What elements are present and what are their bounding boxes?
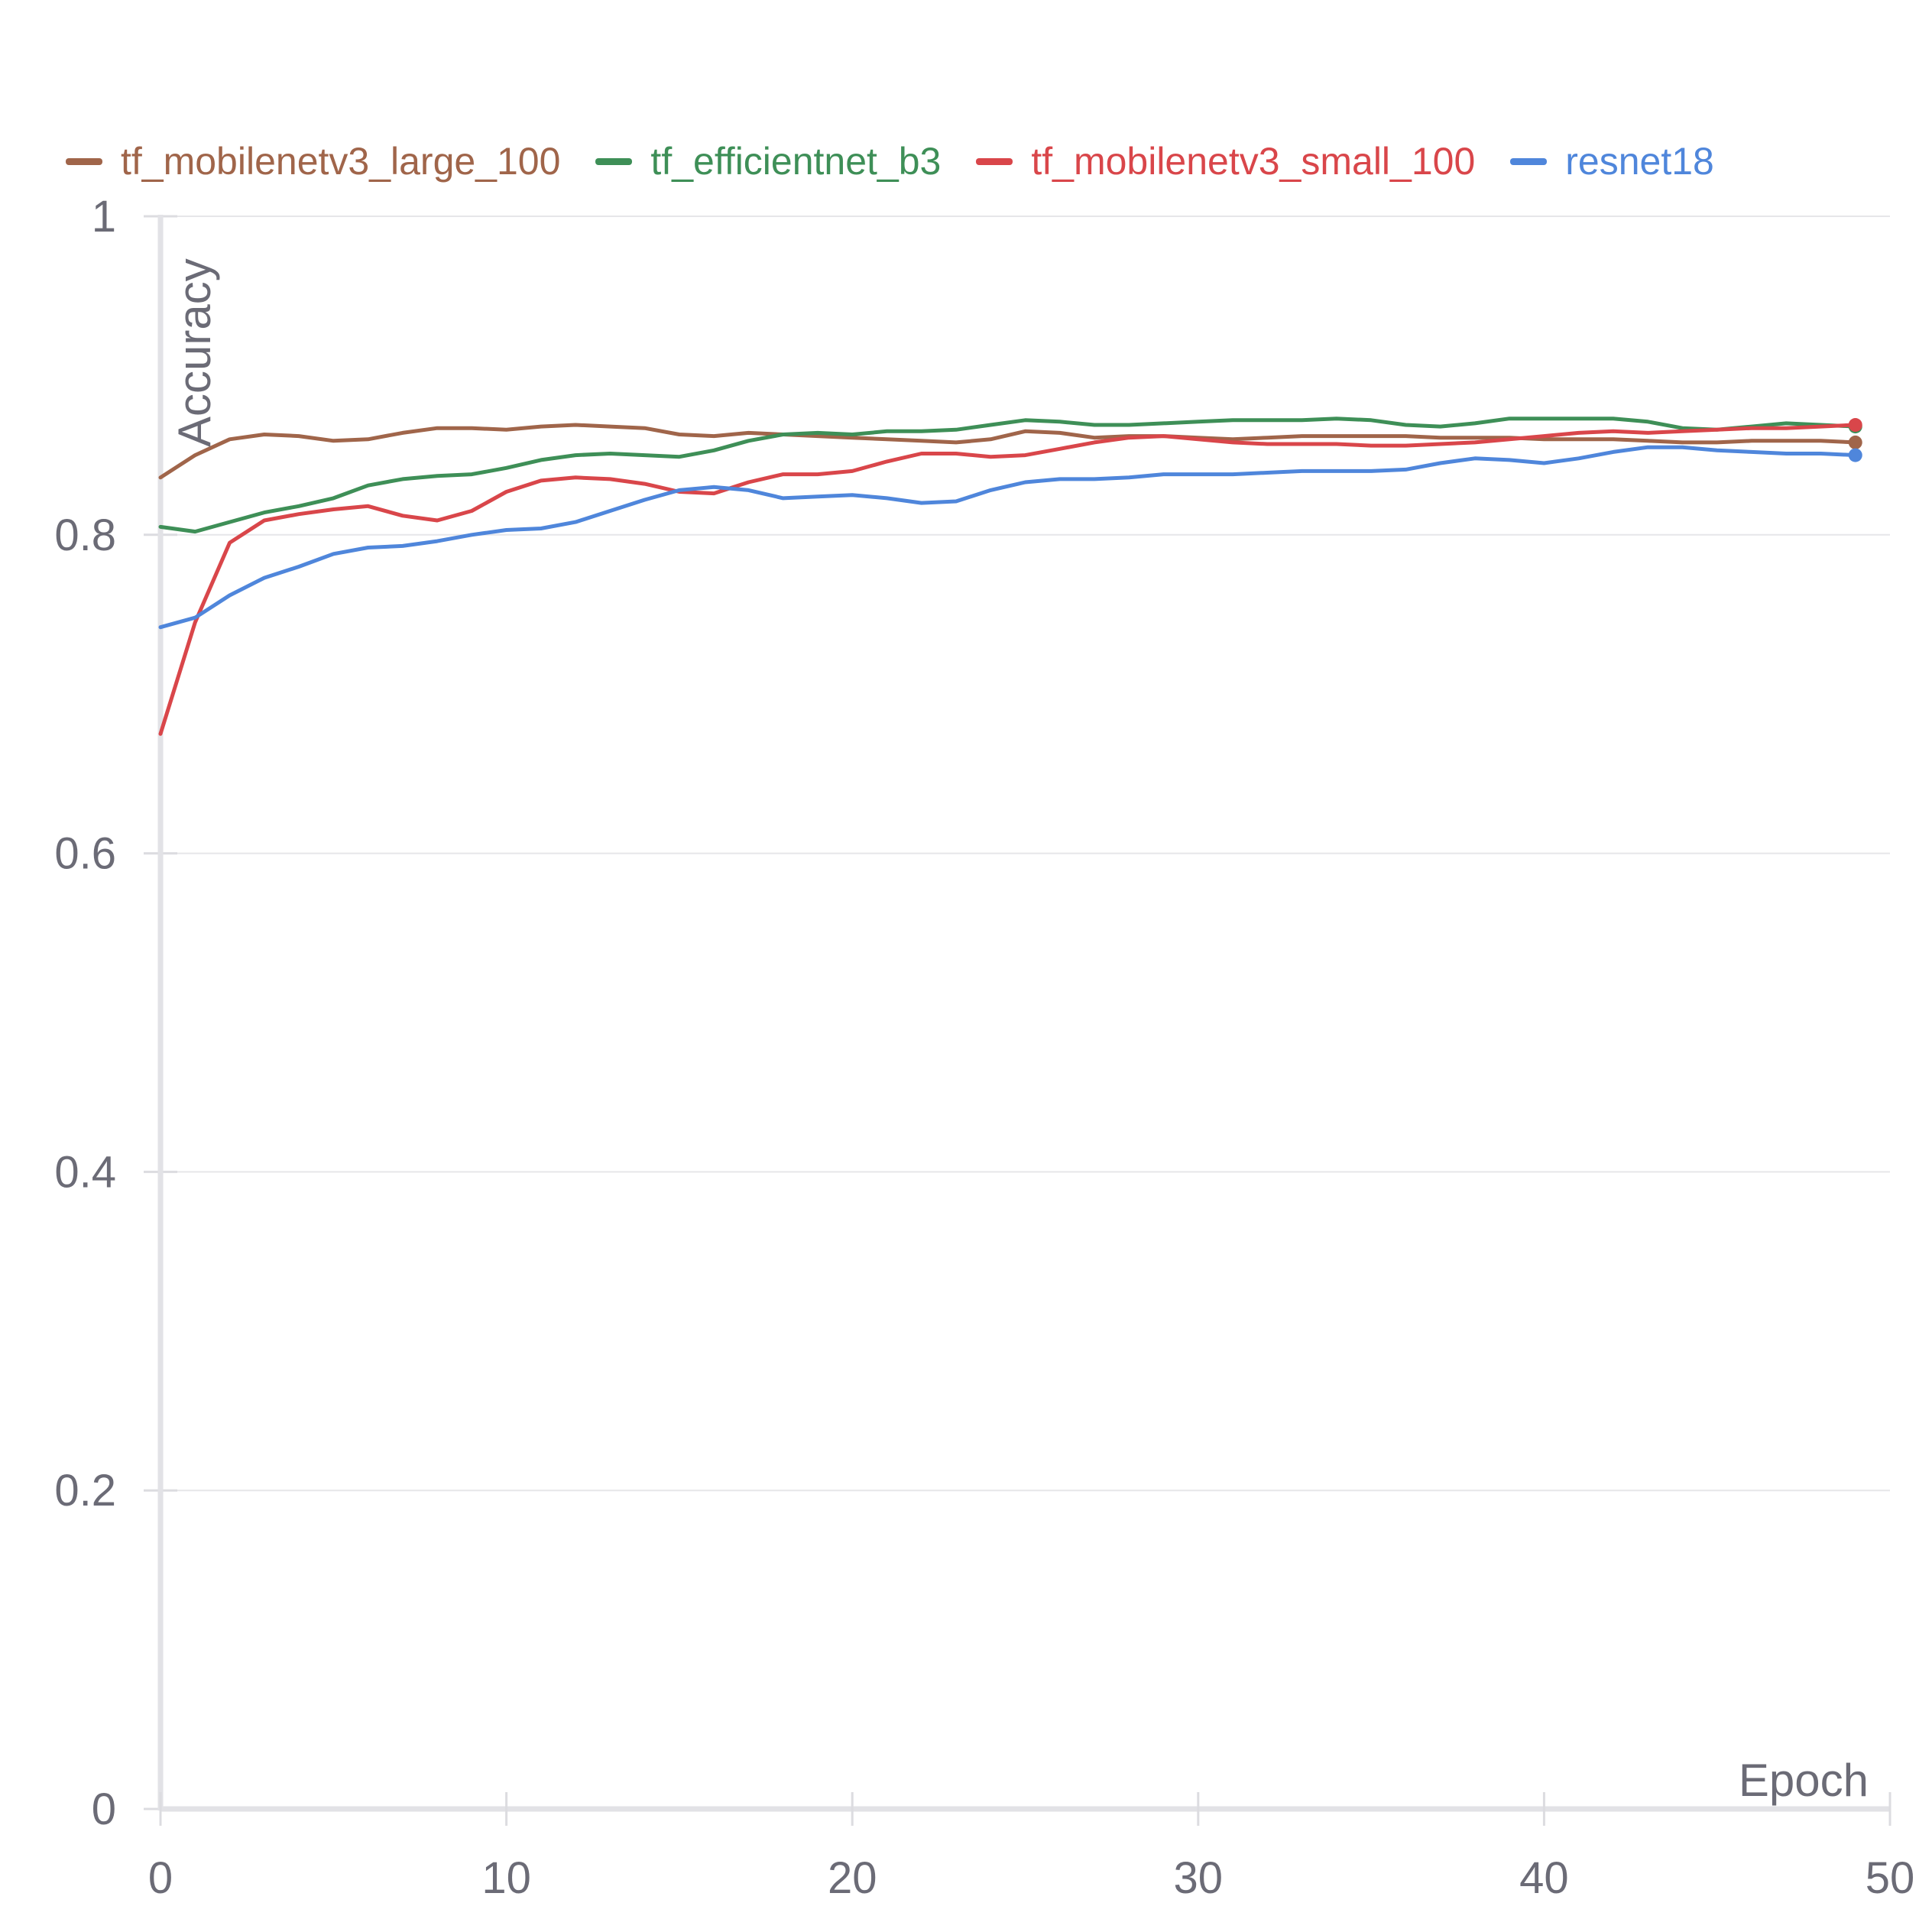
legend-item-resnet18[interactable]: resnet18 xyxy=(1510,139,1714,183)
y-tick-label: 0.6 xyxy=(54,829,116,879)
series-endpoint-tf-mobilenetv3-small-100 xyxy=(1848,418,1862,433)
x-tick-label: 40 xyxy=(1519,1853,1569,1903)
legend-label: tf_mobilenetv3_small_100 xyxy=(1031,140,1476,183)
legend-label: tf_mobilenetv3_large_100 xyxy=(121,140,561,183)
y-tick-label: 0 xyxy=(92,1785,116,1834)
chart-legend: tf_mobilenetv3_large_100 tf_efficientnet… xyxy=(66,139,1749,183)
legend-swatch xyxy=(1510,157,1548,165)
legend-item-tf-mobilenetv3-large-100[interactable]: tf_mobilenetv3_large_100 xyxy=(66,139,560,183)
legend-item-tf-efficientnet-b3[interactable]: tf_efficientnet_b3 xyxy=(595,139,941,183)
series-endpoint-tf-mobilenetv3-large-100 xyxy=(1848,435,1862,449)
y-axis-title: Accuracy xyxy=(169,258,220,447)
series-lines xyxy=(158,417,1862,736)
x-tick-label: 30 xyxy=(1174,1853,1224,1903)
x-tick-label: 0 xyxy=(148,1853,173,1903)
y-tick-label: 1 xyxy=(92,192,116,242)
x-tick-label: 50 xyxy=(1866,1853,1915,1903)
legend-label: tf_efficientnet_b3 xyxy=(650,140,942,183)
legend-label: resnet18 xyxy=(1565,140,1714,183)
series-line-tf-mobilenetv3-small-100 xyxy=(158,423,1858,736)
axes xyxy=(144,215,1891,1826)
series-line-tf-efficientnet-b3 xyxy=(158,417,1858,534)
series-line-tf-mobilenetv3-large-100 xyxy=(158,423,1858,480)
legend-swatch xyxy=(976,157,1013,165)
grid-lines xyxy=(160,216,1890,1492)
x-tick-label: 10 xyxy=(481,1853,531,1903)
y-tick-label: 0.4 xyxy=(54,1147,116,1197)
legend-swatch xyxy=(66,157,102,165)
legend-swatch xyxy=(595,157,633,165)
y-tick-label: 0.8 xyxy=(54,511,116,560)
x-tick-label: 20 xyxy=(828,1853,877,1903)
tick-labels: 00.20.40.60.810 10 20 30 40 50 xyxy=(54,192,1914,1903)
series-line-resnet18 xyxy=(158,445,1858,630)
x-axis-title: Epoch xyxy=(1739,1755,1869,1806)
y-tick-label: 0.2 xyxy=(54,1466,116,1515)
legend-item-tf-mobilenetv3-small-100[interactable]: tf_mobilenetv3_small_100 xyxy=(976,139,1475,183)
series-endpoint-resnet18 xyxy=(1848,448,1862,462)
